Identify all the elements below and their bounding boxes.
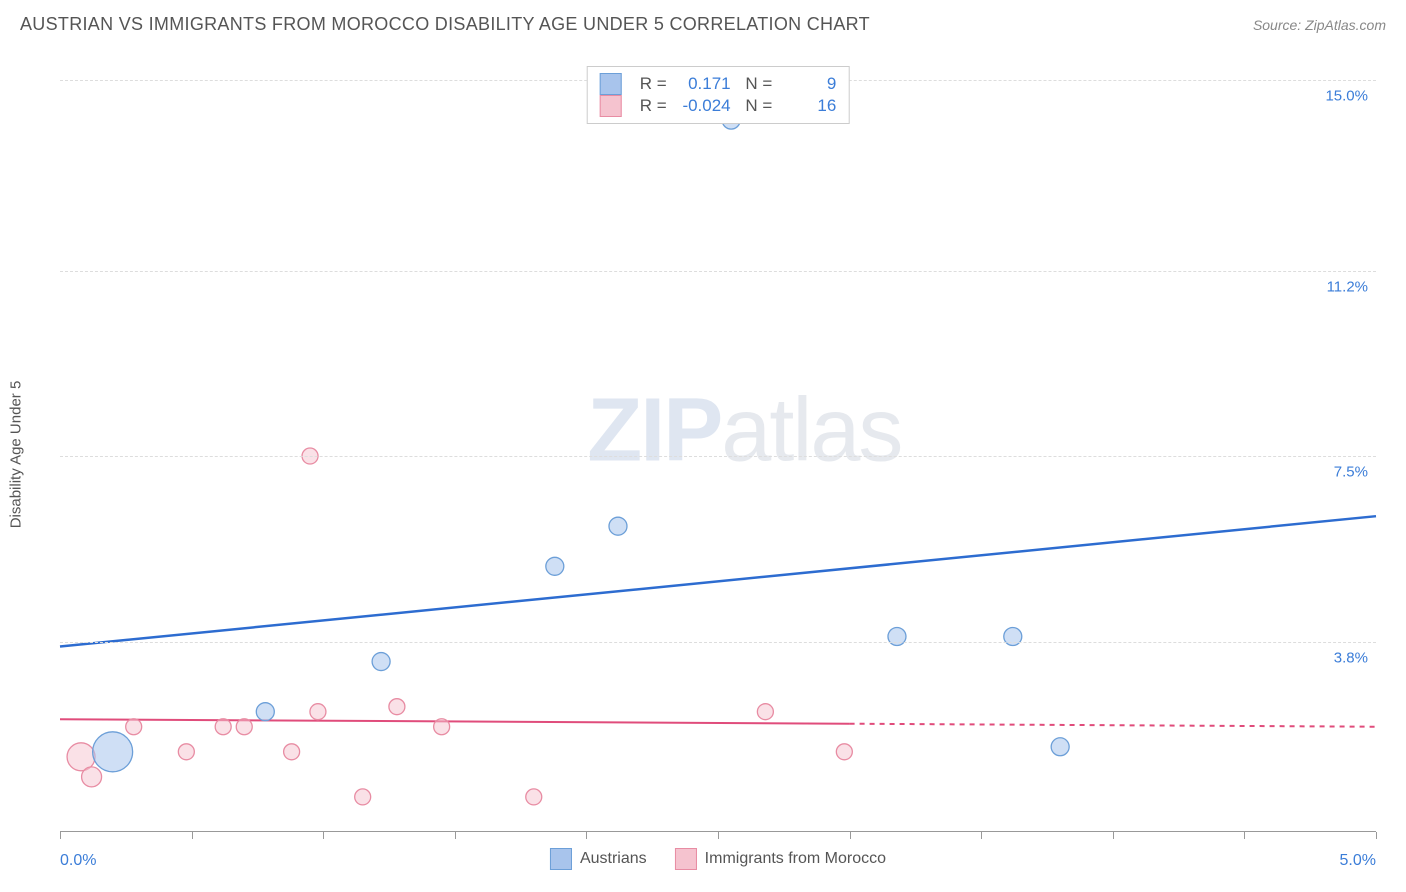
scatter-point [757, 704, 773, 720]
x-tick [1113, 832, 1114, 839]
chart-title: AUSTRIAN VS IMMIGRANTS FROM MOROCCO DISA… [20, 14, 870, 35]
scatter-point [284, 744, 300, 760]
scatter-point [836, 744, 852, 760]
scatter-point [355, 789, 371, 805]
y-axis-label: Disability Age Under 5 [8, 381, 25, 529]
gridline [60, 456, 1376, 457]
source-attribution: Source: ZipAtlas.com [1253, 17, 1386, 33]
scatter-point [389, 699, 405, 715]
x-tick [1244, 832, 1245, 839]
legend-item: Austrians [550, 848, 647, 870]
scatter-point [609, 517, 627, 535]
x-tick [981, 832, 982, 839]
legend-swatch [675, 848, 697, 870]
trend-line-dashed [850, 724, 1376, 727]
legend-swatch-austrians [600, 73, 622, 95]
legend-row-austrians: R = 0.171 N = 9 [600, 73, 837, 95]
scatter-point [82, 767, 102, 787]
x-tick [586, 832, 587, 839]
correlation-legend: R = 0.171 N = 9 R = -0.024 N = 16 [587, 66, 850, 124]
x-tick [192, 832, 193, 839]
chart-area: ZIPatlas R = 0.171 N = 9 R = -0.024 N = … [60, 60, 1376, 832]
scatter-plot: 3.8% 7.5% 11.2% 15.0% [60, 60, 1376, 832]
series-legend: Austrians Immigrants from Morocco [550, 848, 886, 870]
y-tick-label: 7.5% [1334, 464, 1368, 481]
x-tick [323, 832, 324, 839]
x-tick [1376, 832, 1377, 839]
x-tick [455, 832, 456, 839]
scatter-point [1004, 627, 1022, 645]
y-tick-label: 11.2% [1327, 278, 1368, 295]
scatter-point [546, 557, 564, 575]
scatter-point [236, 719, 252, 735]
scatter-point [215, 719, 231, 735]
plot-svg [60, 60, 1376, 832]
trend-line [60, 516, 1376, 646]
chart-header: AUSTRIAN VS IMMIGRANTS FROM MOROCCO DISA… [0, 0, 1406, 43]
y-tick-label: 3.8% [1334, 649, 1368, 666]
x-axis-min-label: 0.0% [60, 852, 96, 870]
legend-swatch [550, 848, 572, 870]
scatter-point [434, 719, 450, 735]
gridline [60, 642, 1376, 643]
scatter-point [526, 789, 542, 805]
scatter-point [126, 719, 142, 735]
x-axis-max-label: 5.0% [1340, 852, 1376, 870]
scatter-point [310, 704, 326, 720]
x-tick [60, 832, 61, 839]
x-axis [60, 831, 1376, 832]
legend-swatch-morocco [600, 95, 622, 117]
scatter-point [372, 653, 390, 671]
gridline [60, 271, 1376, 272]
scatter-point [178, 744, 194, 760]
x-tick [850, 832, 851, 839]
scatter-point [888, 627, 906, 645]
trend-line [60, 719, 850, 724]
legend-row-morocco: R = -0.024 N = 16 [600, 95, 837, 117]
y-tick-label: 15.0% [1325, 88, 1368, 105]
scatter-point [93, 732, 133, 772]
legend-item: Immigrants from Morocco [675, 848, 886, 870]
x-tick [718, 832, 719, 839]
scatter-point [256, 703, 274, 721]
scatter-point [1051, 738, 1069, 756]
